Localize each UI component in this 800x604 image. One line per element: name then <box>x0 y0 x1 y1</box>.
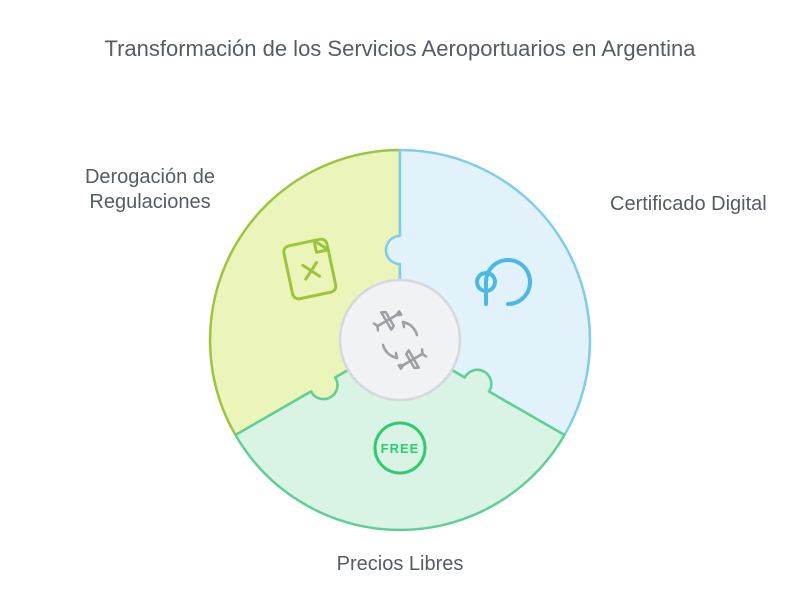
label-certificado: Certificado Digital <box>610 192 790 217</box>
label-precios: Precios Libres <box>300 552 500 577</box>
puzzle-circle-diagram: FREE <box>0 0 800 604</box>
center-circle <box>340 280 460 400</box>
free-badge-text: FREE <box>381 441 420 456</box>
label-derogacion: Derogación de Regulaciones <box>40 165 260 215</box>
